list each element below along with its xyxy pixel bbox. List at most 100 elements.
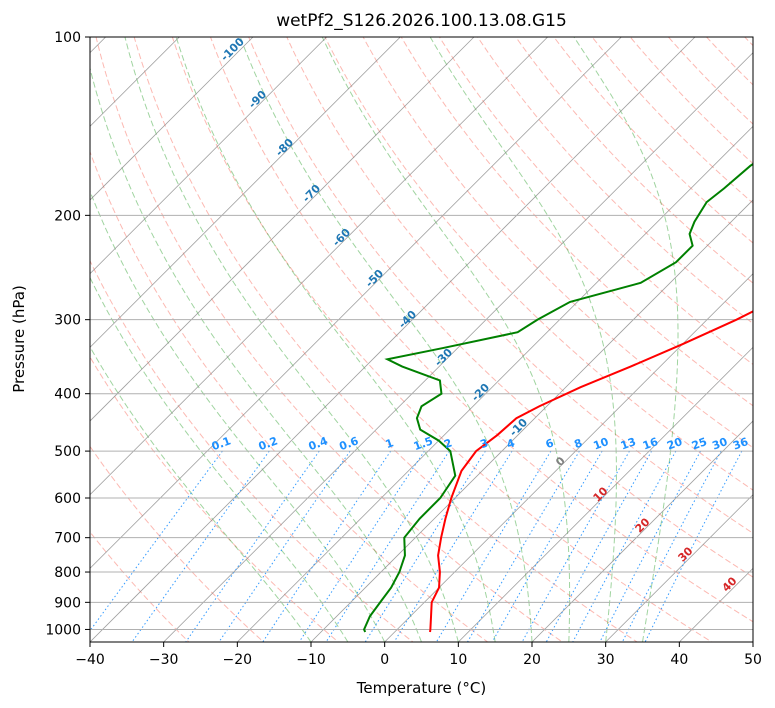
dry-adiabat-line	[400, 37, 753, 407]
mixing-ratio-label: 8	[572, 436, 584, 451]
mixing-ratio-line	[521, 450, 630, 642]
mixing-ratio-label: 25	[690, 435, 709, 452]
isotherm-label: -90	[246, 88, 269, 111]
mixing-ratio-line	[298, 450, 425, 642]
mixing-ratio-label: 0.2	[257, 434, 280, 453]
isotherm-line	[458, 346, 753, 642]
isotherm-line	[237, 125, 753, 642]
isotherm-line	[531, 420, 753, 642]
dry-adiabat-line	[133, 37, 638, 642]
isotherm-label: -100	[218, 35, 247, 64]
moist-adiabat-line	[321, 37, 571, 642]
temperature-profile-line	[429, 310, 753, 633]
isotherm-label: -10	[507, 416, 530, 439]
dry-adiabat-line	[95, 37, 564, 642]
isotherm-label: -40	[396, 308, 419, 331]
mixing-ratio-line	[218, 450, 351, 642]
mixing-ratio-label: 3	[478, 436, 490, 451]
dry-adiabat-line	[90, 531, 190, 642]
moist-adiabat-line	[124, 37, 459, 642]
isotherm-line	[752, 641, 753, 642]
isotherm-line	[90, 37, 327, 275]
mixing-ratio-line	[185, 450, 320, 642]
mixing-ratio-label: 0.6	[338, 434, 361, 453]
dry-adiabat-line	[171, 37, 713, 642]
mixing-ratio-line	[364, 450, 486, 642]
x-tick-label: −20	[223, 652, 253, 668]
y-tick-label: 400	[54, 387, 81, 403]
moist-adiabat-line	[175, 37, 496, 642]
dry-adiabat-line	[629, 37, 753, 165]
isotherm-line	[90, 37, 401, 348]
y-tick-label: 900	[54, 595, 81, 611]
dry-adiabat-line	[248, 37, 753, 578]
dry-adiabat-line	[667, 37, 753, 125]
mixing-ratio-line	[572, 450, 677, 642]
dewpoint-profile-line	[362, 162, 753, 633]
dry-adiabat-line	[438, 37, 753, 366]
moist-adiabat-line	[239, 37, 533, 642]
isotherm-label: 40	[720, 574, 740, 594]
dry-adiabat-line	[90, 445, 265, 642]
x-tick-label: 10	[449, 652, 467, 668]
dry-adiabat-line	[90, 356, 340, 642]
series-layer	[362, 162, 753, 633]
dry-adiabat-line	[591, 37, 753, 204]
isotherm-label: 10	[591, 484, 611, 504]
mixing-ratio-line	[491, 450, 603, 642]
mixing-ratio-line	[545, 450, 653, 642]
isotherm-label: -80	[273, 136, 296, 159]
mixing-ratio-label: 2	[442, 436, 454, 451]
y-tick-label: 500	[54, 444, 81, 460]
chart-title: wetPf2_S126.2026.100.13.08.G15	[276, 11, 567, 31]
x-tick-label: 0	[380, 652, 389, 668]
x-tick-label: −40	[75, 652, 105, 668]
isotherm-line	[605, 494, 753, 642]
isotherm-line	[310, 199, 753, 642]
mixing-ratio-line	[393, 450, 513, 642]
isotherm-line	[90, 37, 475, 422]
mixing-ratio-line	[621, 450, 722, 642]
isotherm-line	[163, 52, 753, 642]
dry-adiabat-line	[756, 10, 775, 645]
mixing-ratio-label: 0.4	[307, 434, 330, 453]
isotherm-line	[90, 37, 548, 496]
x-tick-label: −30	[149, 652, 179, 668]
moist-adiabat-line	[429, 37, 617, 642]
dry-adiabat-line	[553, 37, 753, 244]
moist-adiabat-line	[90, 345, 312, 642]
plot-frame	[89, 36, 754, 643]
dry-adiabat-line	[477, 37, 753, 325]
isoline-label-layer: -100-90-80-70-60-50-40-30-20-10010203040…	[210, 35, 750, 595]
isotherm-line	[384, 273, 753, 642]
y-axis-label: Pressure (hPa)	[10, 285, 28, 393]
dry-adiabat-line	[90, 150, 489, 642]
axis-layer: −40 −30 −20 −10 0 10 20 30 40 5010020030040050060…	[45, 30, 762, 668]
grid-layer	[90, 10, 775, 645]
mixing-ratio-label: 1	[384, 436, 396, 451]
isotherm-line	[90, 37, 254, 201]
moist-adiabat-line	[90, 189, 386, 642]
mixing-ratio-label: 10	[592, 435, 611, 453]
isotherm-label: 30	[676, 544, 696, 564]
y-tick-label: 700	[54, 531, 81, 547]
dry-adiabat-line	[362, 37, 753, 449]
mixing-ratio-line	[467, 450, 580, 642]
mixing-ratio-label: 0.1	[210, 434, 233, 453]
x-axis-label: Temperature (°C)	[356, 679, 486, 697]
mixing-ratio-line	[131, 450, 270, 642]
mixing-ratio-label: 20	[665, 435, 684, 453]
isotherm-label: -50	[363, 267, 386, 290]
isotherm-line	[90, 37, 622, 569]
y-tick-label: 800	[54, 565, 81, 581]
mixing-ratio-line	[435, 450, 552, 642]
y-tick-label: 200	[54, 208, 81, 224]
dry-adiabat-line	[705, 37, 753, 86]
isotherm-label: -70	[300, 182, 323, 205]
mixing-ratio-label: 30	[710, 435, 729, 453]
dry-adiabat-line	[744, 37, 753, 47]
x-tick-label: 40	[670, 652, 688, 668]
mixing-ratio-label: 36	[731, 435, 750, 453]
y-tick-label: 300	[54, 313, 81, 329]
